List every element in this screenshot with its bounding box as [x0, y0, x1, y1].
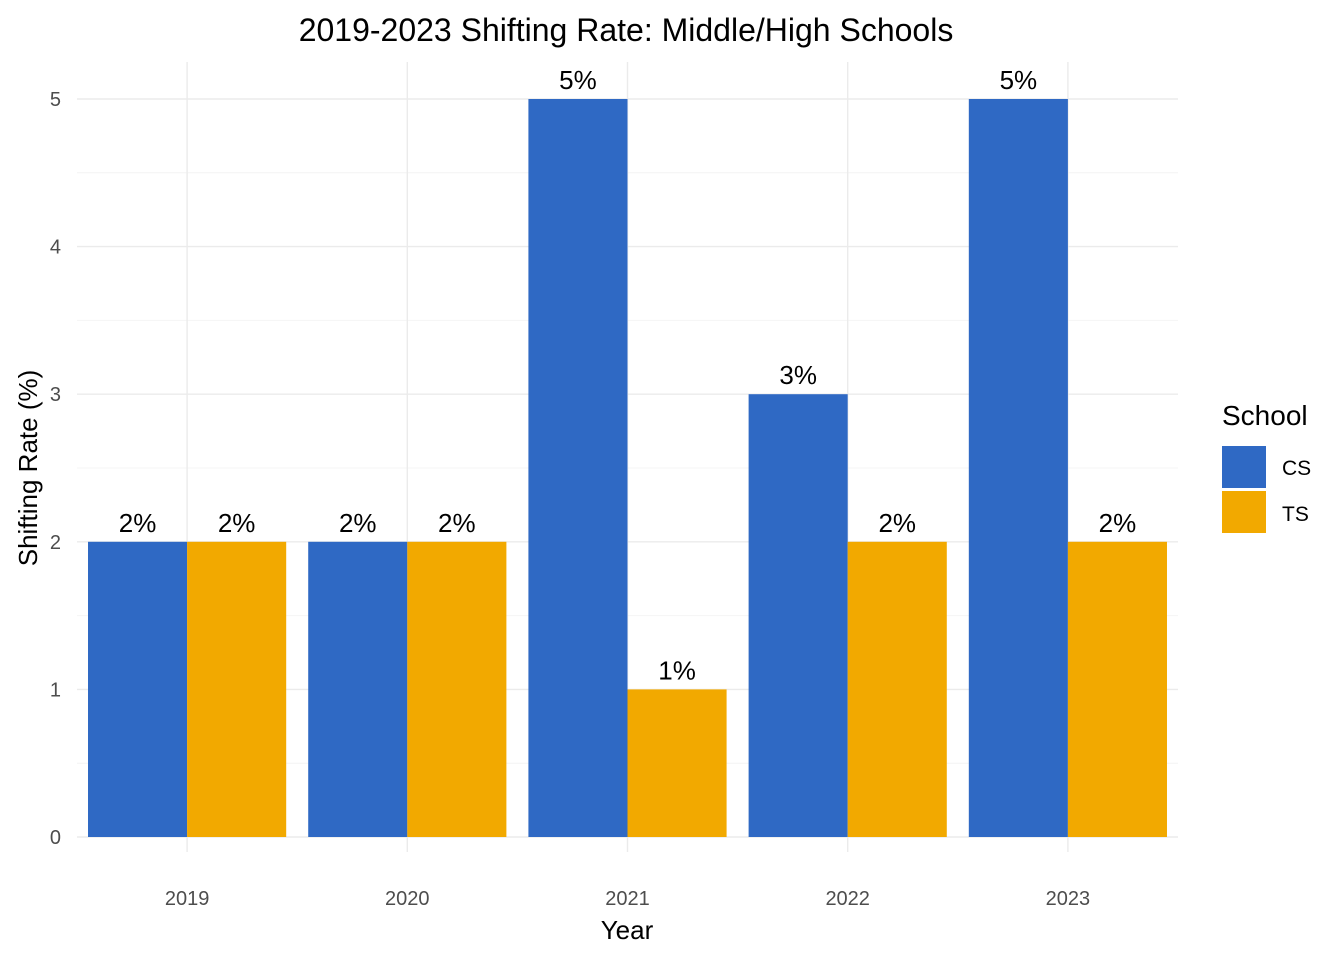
legend-label-ts: TS: [1282, 503, 1309, 526]
bar-ts-2019: [187, 541, 287, 837]
bar-cs-2020: [308, 541, 408, 837]
bar-labels: 2% 2% 5% 3% 5% 2% 2% 1% 2% 2%: [119, 65, 1136, 685]
x-tick-label: 2022: [825, 888, 870, 910]
bar-value-label: 2%: [339, 508, 377, 538]
bar-value-label: 3%: [779, 360, 817, 390]
bar-ts-2021: [627, 689, 727, 837]
bar-value-label: 2%: [218, 508, 256, 538]
bar-value-label: 1%: [658, 655, 696, 685]
legend-label-cs: CS: [1282, 457, 1311, 480]
y-tick-label: 2: [50, 532, 61, 554]
bar-ts-2023: [1067, 541, 1167, 837]
bar-ts-2020: [407, 541, 507, 837]
x-tick-label: 2021: [605, 888, 650, 910]
x-axis-ticks: 2019 2020 2021 2022 2023: [165, 888, 1090, 910]
bar-value-label: 2%: [438, 508, 476, 538]
y-tick-label: 4: [50, 237, 61, 259]
bar-value-label: 2%: [878, 508, 916, 538]
legend-title: School: [1222, 400, 1308, 431]
y-tick-label: 0: [50, 827, 61, 849]
y-tick-label: 3: [50, 384, 61, 406]
legend-swatch-cs: [1222, 446, 1266, 488]
x-tick-label: 2019: [165, 888, 210, 910]
bar-cs-2023: [968, 99, 1068, 837]
y-tick-label: 5: [50, 89, 61, 111]
bars: [88, 99, 1167, 837]
bar-cs-2021: [528, 99, 628, 837]
bar-cs-2022: [748, 394, 848, 837]
y-axis-ticks: 0 1 2 3 4 5: [50, 89, 61, 849]
x-tick-label: 2020: [385, 888, 430, 910]
bar-value-label: 5%: [1000, 65, 1038, 95]
y-axis-title: Shifting Rate (%): [13, 370, 43, 567]
x-tick-label: 2023: [1046, 888, 1091, 910]
bar-value-label: 2%: [119, 508, 157, 538]
y-tick-label: 1: [50, 679, 61, 701]
chart-title: 2019-2023 Shifting Rate: Middle/High Sch…: [299, 12, 954, 48]
legend-swatch-ts: [1222, 491, 1266, 533]
bar-ts-2022: [847, 541, 947, 837]
bar-value-label: 2%: [1099, 508, 1137, 538]
x-axis-title: Year: [601, 915, 654, 945]
bar-value-label: 5%: [559, 65, 597, 95]
bar-cs-2019: [88, 541, 188, 837]
legend: School CS TS: [1222, 400, 1311, 533]
